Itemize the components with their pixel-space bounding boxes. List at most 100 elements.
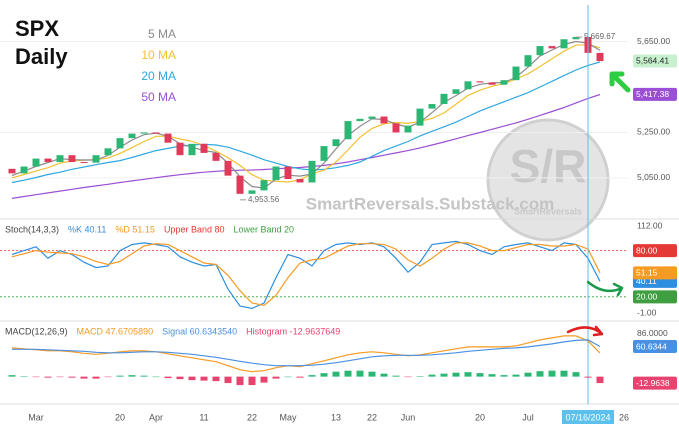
ma-line bbox=[11, 61, 601, 184]
histogram-bar bbox=[152, 376, 160, 378]
x-tick-label: Jul bbox=[522, 412, 534, 422]
histogram-bar bbox=[272, 376, 280, 379]
histogram-bar bbox=[536, 371, 544, 377]
candle bbox=[260, 180, 268, 191]
candle bbox=[284, 166, 292, 180]
value-box-label: 80.00 bbox=[636, 245, 658, 255]
histogram-bar bbox=[392, 375, 400, 377]
candle bbox=[356, 118, 364, 122]
crosshair-label-box bbox=[562, 410, 614, 424]
histogram-bar bbox=[104, 376, 112, 378]
histogram-bar bbox=[428, 374, 436, 377]
histogram-bar bbox=[116, 375, 124, 377]
histogram-bar bbox=[344, 370, 352, 377]
x-tick-label: 13 bbox=[331, 412, 341, 422]
candle bbox=[80, 162, 88, 163]
value-box bbox=[633, 290, 677, 304]
y-tick-label: 112.00 bbox=[637, 220, 663, 230]
candle bbox=[104, 148, 112, 156]
y-tick-label: 86.0000 bbox=[637, 328, 668, 338]
candle bbox=[596, 52, 604, 62]
histogram-bar bbox=[452, 372, 460, 377]
candle bbox=[464, 81, 472, 90]
y-tick-label: 5,650.00 bbox=[637, 36, 670, 46]
legend-entry: MACD 47.6705890 bbox=[77, 326, 154, 336]
x-tick-label: 20 bbox=[475, 412, 485, 422]
candle bbox=[188, 143, 196, 156]
histogram-bar bbox=[380, 373, 388, 377]
candle bbox=[176, 142, 184, 156]
histogram-bar bbox=[128, 375, 136, 377]
legend-entry: Upper Band 80 bbox=[164, 224, 225, 234]
indicator-line bbox=[12, 339, 601, 367]
x-tick-label: 22 bbox=[367, 412, 377, 422]
histogram-bar bbox=[284, 376, 292, 378]
histogram-bar bbox=[200, 376, 208, 381]
histogram-bar bbox=[260, 376, 268, 383]
histogram-bar bbox=[524, 372, 532, 377]
value-box-label: 5,417.38 bbox=[636, 89, 669, 99]
value-box bbox=[633, 54, 677, 68]
histogram-bar bbox=[8, 375, 16, 377]
candle bbox=[68, 155, 76, 162]
legend-entry: Lower Band 20 bbox=[233, 224, 294, 234]
value-box bbox=[633, 340, 677, 354]
candle bbox=[560, 39, 568, 49]
histogram-bar bbox=[56, 376, 64, 378]
candle bbox=[488, 82, 496, 85]
legend-entry: 20 MA bbox=[141, 69, 176, 83]
histogram-bar bbox=[224, 376, 232, 384]
histogram-bar bbox=[560, 370, 568, 377]
candle bbox=[164, 133, 172, 143]
histogram-bar bbox=[332, 371, 340, 377]
candle bbox=[380, 116, 388, 124]
candle bbox=[440, 93, 448, 105]
value-box bbox=[633, 266, 677, 280]
histogram-bar bbox=[404, 376, 412, 378]
indicator-line bbox=[11, 242, 601, 306]
value-box-label: 60.6344 bbox=[636, 341, 667, 351]
candle bbox=[308, 160, 316, 183]
x-tick-label: 20 bbox=[115, 412, 125, 422]
candle bbox=[8, 168, 16, 174]
candle bbox=[32, 158, 40, 167]
x-tick-label: Jun bbox=[401, 412, 416, 422]
chart-title: SPX bbox=[15, 16, 59, 41]
annotation: 4,953.56 bbox=[248, 195, 280, 204]
legend-entry: %K 40.11 bbox=[68, 224, 106, 234]
histogram-bar bbox=[176, 376, 184, 380]
candle bbox=[116, 138, 124, 149]
candle bbox=[92, 155, 100, 163]
candle bbox=[332, 139, 340, 147]
histogram-bar bbox=[140, 375, 148, 377]
legend-entry: %D 51.15 bbox=[115, 224, 155, 234]
candle bbox=[512, 66, 520, 81]
histogram-bar bbox=[500, 375, 508, 377]
x-tick-label: 07/16/2024 bbox=[565, 412, 610, 422]
candle bbox=[476, 81, 484, 83]
candle bbox=[140, 132, 148, 134]
candle bbox=[392, 123, 400, 133]
histogram-bar bbox=[596, 376, 604, 384]
candle bbox=[428, 104, 436, 109]
histogram-bar bbox=[236, 376, 244, 386]
x-tick-label: May bbox=[279, 412, 297, 422]
candle bbox=[500, 80, 508, 85]
y-tick-label: -1.00 bbox=[637, 307, 657, 317]
candle bbox=[20, 166, 28, 174]
legend-entry: 5 MA bbox=[148, 27, 176, 41]
histogram-bar bbox=[488, 374, 496, 377]
arrow bbox=[586, 280, 624, 297]
y-tick-label: 5,250.00 bbox=[637, 127, 670, 137]
arrow bbox=[609, 71, 631, 93]
x-tick-label: 22 bbox=[247, 412, 257, 422]
candle bbox=[224, 160, 232, 176]
histogram-bar bbox=[92, 376, 100, 379]
logo-circle bbox=[486, 118, 610, 242]
histogram-bar bbox=[416, 376, 424, 377]
histogram-bar bbox=[512, 374, 520, 377]
histogram-bar bbox=[164, 376, 172, 379]
watermark-text: SmartReversals.Substack.com bbox=[306, 194, 555, 213]
histogram-bar bbox=[356, 370, 364, 377]
histogram-bar bbox=[308, 375, 316, 377]
